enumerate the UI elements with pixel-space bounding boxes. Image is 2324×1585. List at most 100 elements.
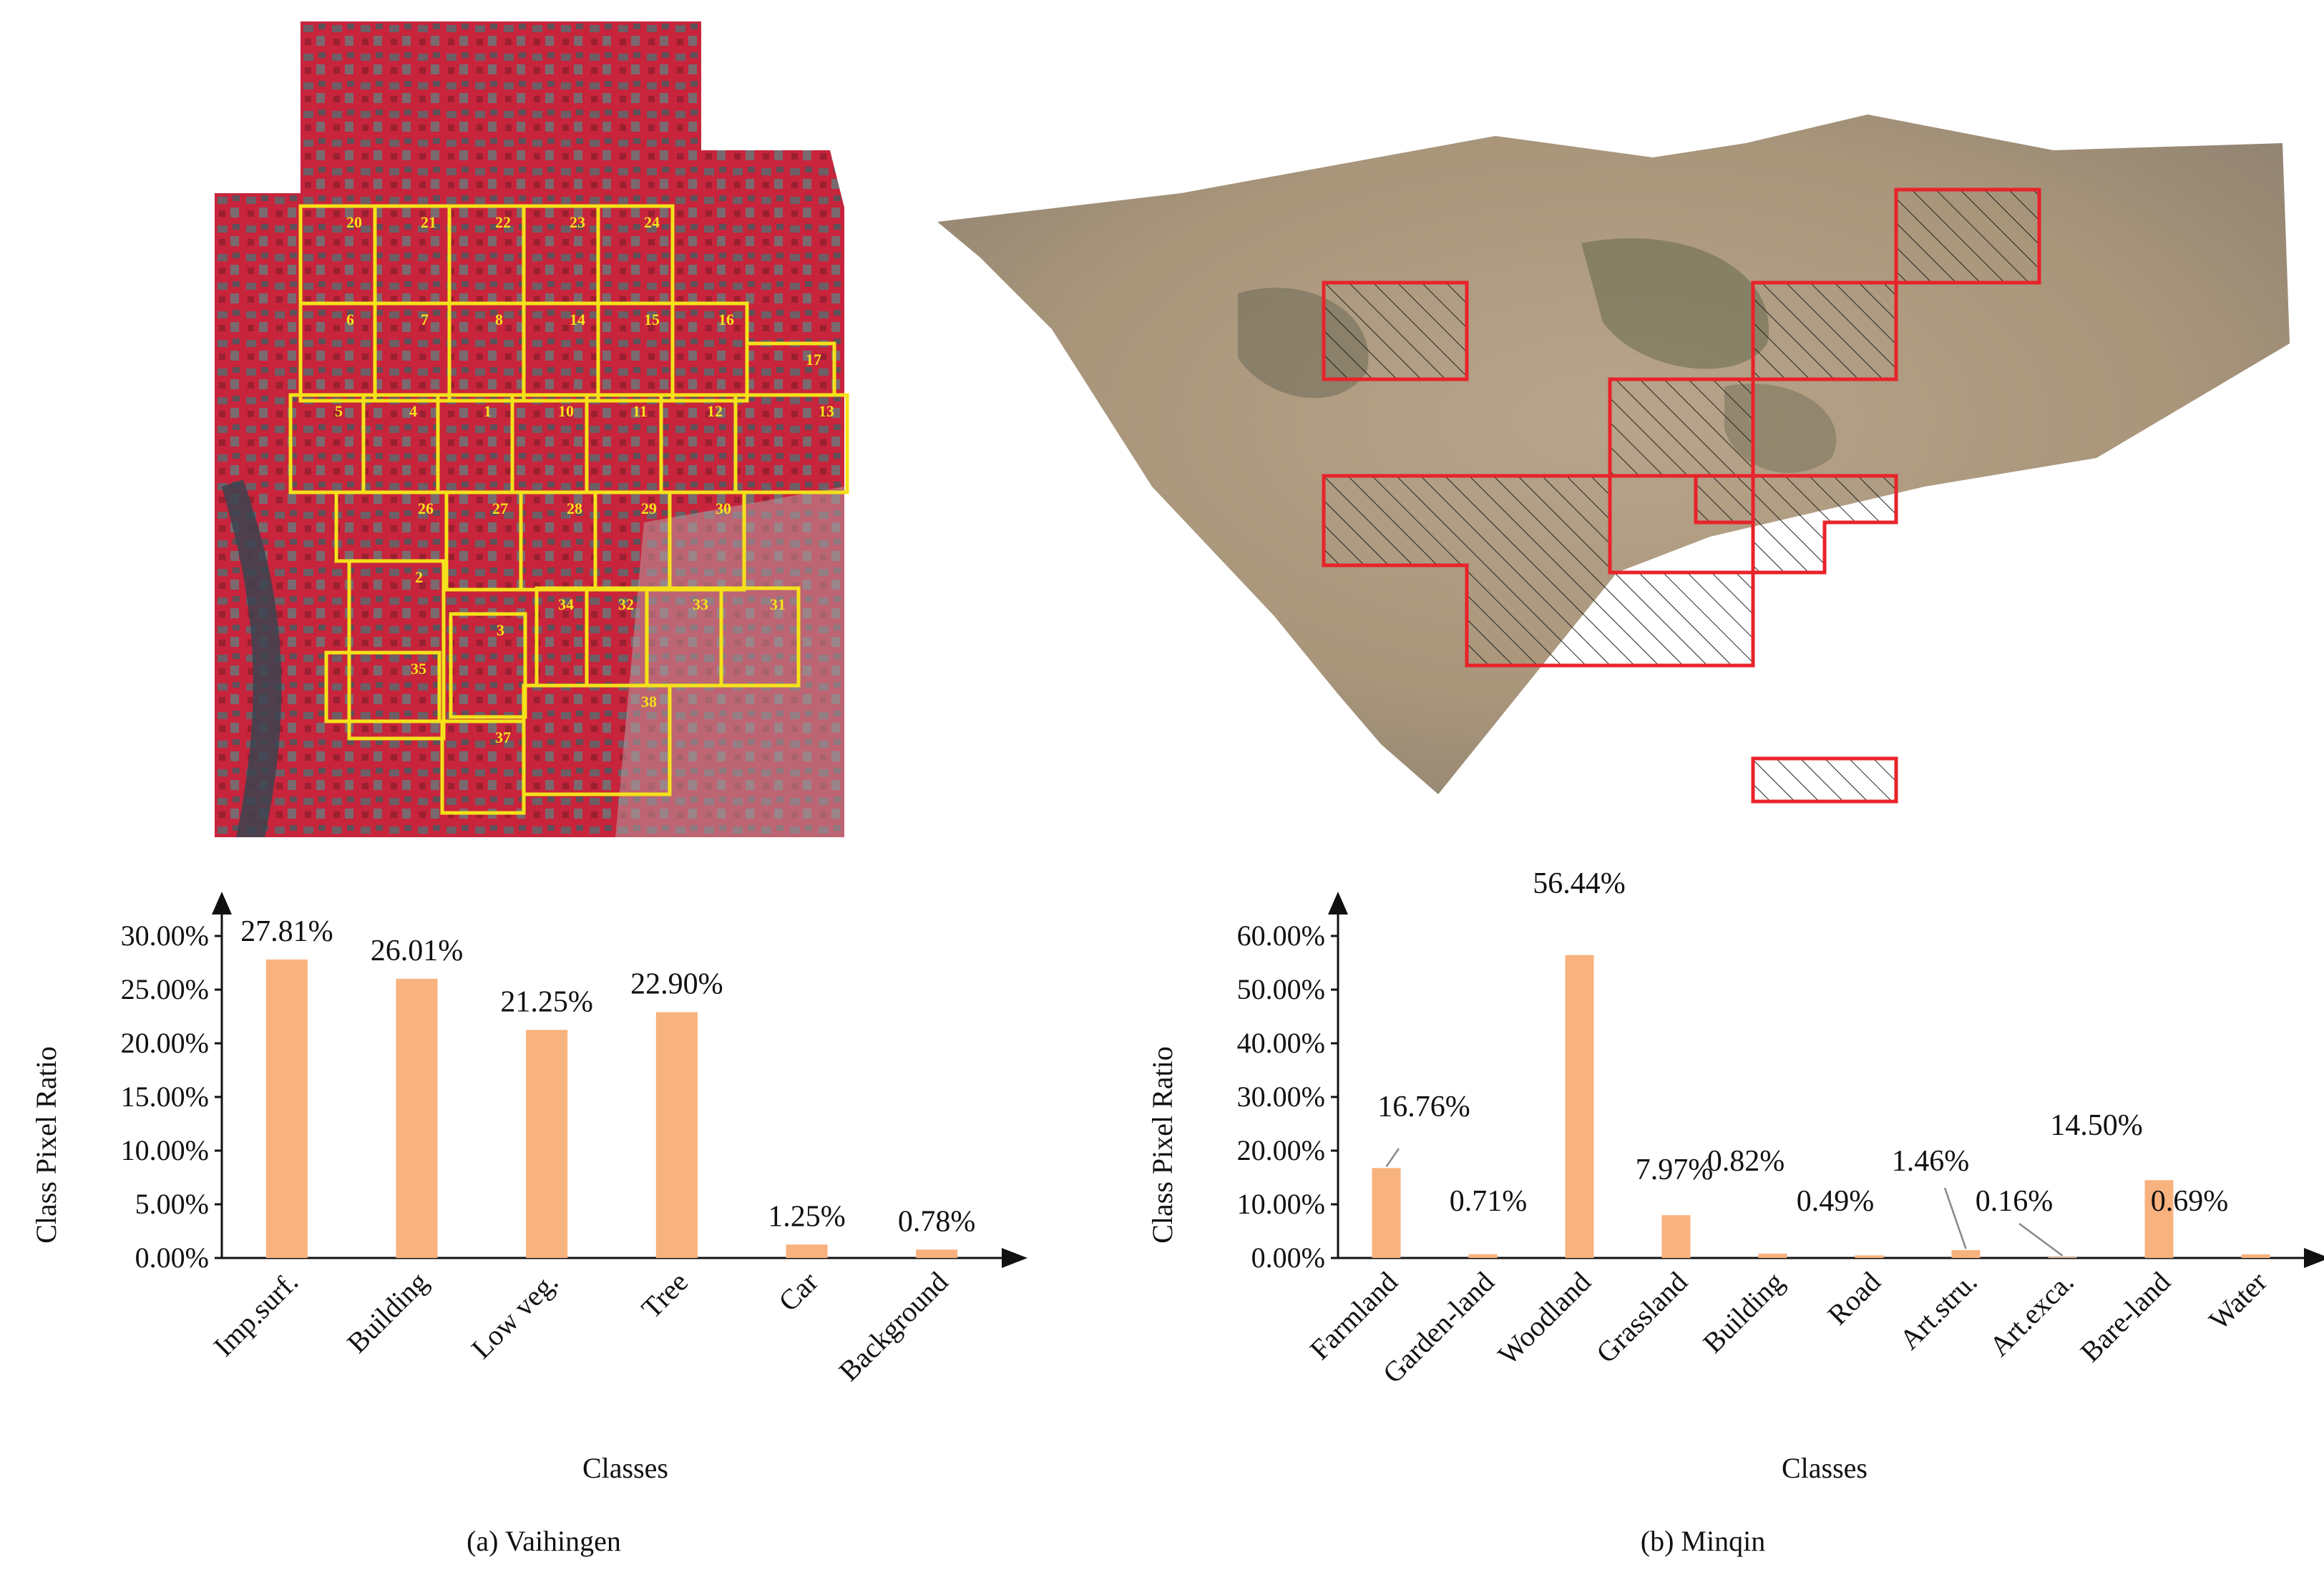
y-tick-label: 0.00% bbox=[135, 1242, 209, 1274]
x-tick-label: Low veg. bbox=[465, 1266, 565, 1365]
x-axis-arrow bbox=[1002, 1248, 1027, 1268]
data-label: 0.49% bbox=[1797, 1185, 1875, 1218]
y-tick-label: 5.00% bbox=[135, 1188, 209, 1220]
bar bbox=[2144, 1180, 2174, 1258]
bar bbox=[1468, 1254, 1498, 1258]
y-tick-label: 30.00% bbox=[121, 920, 209, 952]
y-tick-label: 60.00% bbox=[1237, 920, 1325, 952]
data-label: 0.69% bbox=[2151, 1185, 2229, 1218]
x-tick-label: Art.stru. bbox=[1893, 1266, 1983, 1356]
x-tick-label: Bare-land bbox=[2074, 1266, 2177, 1368]
y-tick-label: 10.00% bbox=[121, 1134, 209, 1166]
data-label: 14.50% bbox=[2050, 1109, 2143, 1142]
data-label: 0.82% bbox=[1707, 1145, 1785, 1178]
y-tick-label: 40.00% bbox=[1237, 1027, 1325, 1059]
tile-number: 17 bbox=[806, 351, 821, 369]
x-axis-label: Classes bbox=[1782, 1452, 1868, 1484]
y-tick-label: 0.00% bbox=[1251, 1242, 1325, 1274]
vaihingen-tile: 2 bbox=[347, 559, 446, 741]
y-tick-label: 20.00% bbox=[1237, 1134, 1325, 1166]
tile-number: 38 bbox=[641, 693, 657, 711]
y-tick-label: 15.00% bbox=[121, 1081, 209, 1113]
y-axis-arrow bbox=[212, 892, 232, 915]
x-tick-label: Farmland bbox=[1304, 1266, 1404, 1366]
vaihingen-chart: Class Pixel Ratio Classes 0.00% 5.00% 10.0… bbox=[0, 844, 1073, 1510]
tile-number: 11 bbox=[633, 402, 648, 420]
vaihingen-tile: 31 bbox=[719, 586, 801, 688]
minqin-hatched-region bbox=[1322, 474, 1755, 668]
vaihingen-bar-chart: Class Pixel Ratio Classes 0.00% 5.00% 10.0… bbox=[30, 892, 1027, 1484]
tile-number: 4 bbox=[409, 402, 417, 420]
minqin-map bbox=[937, 114, 2297, 823]
tile-number: 6 bbox=[346, 311, 354, 328]
tile-number: 12 bbox=[707, 402, 723, 420]
bar bbox=[1951, 1250, 1981, 1258]
data-label: 27.81% bbox=[240, 915, 333, 948]
x-axis-label: Classes bbox=[582, 1452, 668, 1484]
tile-number: 32 bbox=[618, 595, 634, 613]
tile-number: 22 bbox=[495, 213, 511, 231]
tile-number: 21 bbox=[421, 213, 436, 231]
y-tick-label: 10.00% bbox=[1237, 1188, 1325, 1220]
axes: 0.00% 10.00% 20.00% 30.00% 40.00% 50.00% 60.00… bbox=[1237, 892, 2324, 1390]
x-tick-label: Art.exca. bbox=[1983, 1266, 2079, 1362]
y-tick-label: 30.00% bbox=[1237, 1081, 1325, 1113]
bar bbox=[526, 1030, 568, 1258]
minqin-bar-chart: Class Pixel Ratio Classes 0.00% 10.00% 20.… bbox=[1146, 867, 2324, 1484]
minqin-hatched-region bbox=[1751, 474, 1898, 575]
tile-number: 1 bbox=[484, 402, 492, 420]
tile-number: 28 bbox=[567, 499, 582, 517]
data-label: 0.71% bbox=[1450, 1185, 1528, 1218]
vaihingen-map: 20 21 22 23 24 6 7 8 14 15 16 17 5 4 1 10 11 12 13 26 27 28 29… bbox=[215, 21, 873, 837]
tile-number: 24 bbox=[644, 213, 660, 231]
minqin-hatched-region bbox=[1694, 474, 1755, 525]
bar bbox=[1372, 1168, 1401, 1258]
tile-number: 30 bbox=[716, 499, 731, 517]
tile-number: 13 bbox=[819, 402, 834, 420]
bar bbox=[1565, 955, 1594, 1258]
tile-number: 8 bbox=[495, 311, 503, 328]
tile-number: 33 bbox=[693, 595, 708, 613]
minqin-hatched-region bbox=[1894, 187, 2041, 285]
y-tick-label: 25.00% bbox=[121, 973, 209, 1005]
vaihingen-tile: 35 bbox=[324, 650, 441, 723]
bars: 27.81% 26.01% 21.25% 22.90% 1.25% 0.78% bbox=[240, 915, 975, 1258]
data-label: 56.44% bbox=[1533, 867, 1626, 900]
x-tick-label: Building bbox=[1696, 1266, 1790, 1360]
axes: 0.00% 5.00% 10.00% 15.00% 20.00% 25.00% 30.00%… bbox=[121, 892, 1027, 1388]
tile-number: 37 bbox=[495, 728, 511, 746]
tile-number: 7 bbox=[421, 311, 429, 328]
minqin-hatched-region bbox=[1322, 281, 1469, 381]
y-axis-label: Class Pixel Ratio bbox=[1146, 1046, 1178, 1244]
tile-number: 35 bbox=[411, 660, 426, 678]
y-tick-label: 20.00% bbox=[121, 1027, 209, 1059]
minqin-sample-regions bbox=[1322, 187, 2041, 804]
tile-number: 5 bbox=[335, 402, 343, 420]
tile-number: 14 bbox=[570, 311, 585, 328]
tile-number: 29 bbox=[641, 499, 657, 517]
data-label: 1.46% bbox=[1892, 1145, 1970, 1178]
x-tick-label: Tree bbox=[635, 1266, 695, 1325]
minqin-chart: Class Pixel Ratio Classes 0.00% 10.00% 20.… bbox=[1116, 844, 2324, 1510]
x-tick-label: Background bbox=[832, 1266, 954, 1388]
bar bbox=[265, 959, 308, 1258]
x-axis-arrow bbox=[2304, 1248, 2324, 1268]
data-label: 1.25% bbox=[768, 1200, 846, 1233]
x-tick-label: Building bbox=[341, 1266, 434, 1360]
tile-number: 26 bbox=[418, 499, 434, 517]
tile-number: 15 bbox=[644, 311, 660, 328]
x-tick-label: Road bbox=[1821, 1266, 1887, 1332]
minqin-map-image bbox=[937, 114, 2290, 804]
bar bbox=[2048, 1257, 2077, 1258]
tile-number: 16 bbox=[718, 311, 734, 328]
tile-number: 20 bbox=[346, 213, 362, 231]
caption-vaihingen: (a) Vaihingen bbox=[467, 1525, 621, 1557]
tile-number: 2 bbox=[415, 568, 423, 586]
y-axis-label: Class Pixel Ratio bbox=[30, 1046, 62, 1244]
bar bbox=[786, 1244, 828, 1258]
minqin-hatched-region bbox=[1751, 756, 1898, 804]
tile-number: 27 bbox=[492, 499, 508, 517]
vaihingen-tile: 13 bbox=[733, 393, 849, 494]
data-label: 0.16% bbox=[1976, 1185, 2054, 1218]
